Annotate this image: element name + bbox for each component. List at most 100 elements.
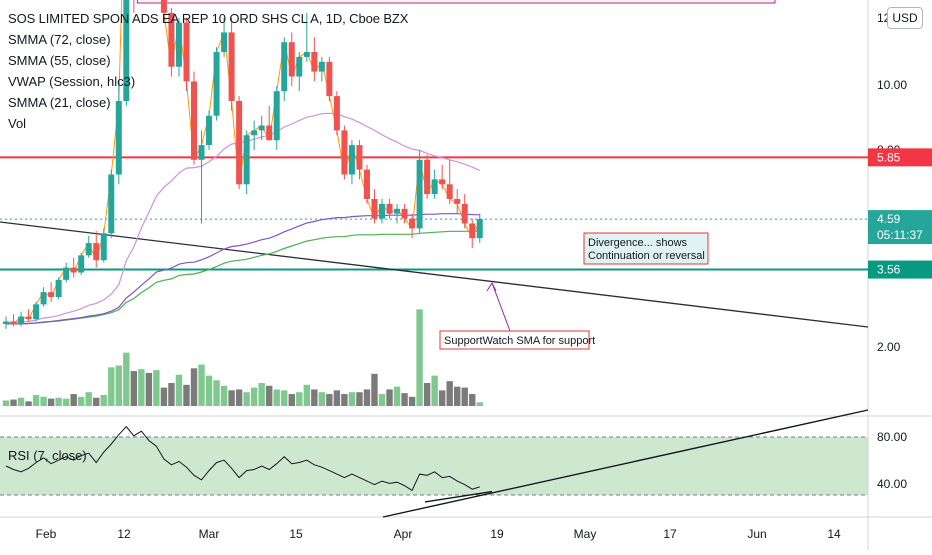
volume-bar	[469, 394, 476, 406]
candle-body	[93, 243, 100, 261]
candle-body	[243, 135, 250, 185]
time-tick-label: May	[574, 527, 597, 541]
volume-bar	[341, 394, 348, 406]
candle-body	[386, 203, 393, 214]
candle-body	[123, 0, 130, 101]
candle-body	[318, 61, 325, 72]
candle-body	[311, 52, 318, 72]
rsi-band	[0, 437, 868, 495]
candle-body	[371, 199, 378, 219]
time-tick-label: Apr	[394, 527, 413, 541]
volume-bar	[100, 394, 107, 406]
candle-body	[100, 233, 107, 261]
volume-bar	[318, 392, 326, 406]
candle-body	[85, 243, 92, 256]
volume-bar	[288, 394, 295, 406]
price-tick-label: 10.00	[877, 78, 907, 92]
volume-bar	[258, 383, 265, 406]
volume-bar	[281, 390, 288, 406]
indicator-volume-label[interactable]: Vol	[8, 116, 27, 131]
candle-body	[191, 81, 197, 160]
candle-body	[439, 179, 446, 185]
volume-bar	[371, 373, 378, 406]
volume-bar	[363, 389, 371, 406]
candle-body	[281, 42, 288, 92]
rsi-line	[5, 425, 480, 492]
divergence-text-line1: Divergence... shows	[588, 237, 688, 249]
candle-body	[409, 218, 416, 229]
candle-body	[55, 279, 62, 297]
candle-body	[469, 223, 476, 239]
volume-bar	[266, 385, 273, 406]
candle-body	[40, 292, 47, 305]
support-price-label-bg	[868, 260, 932, 279]
time-tick-label: 14	[827, 527, 841, 541]
volume-bar	[2, 400, 10, 406]
indicator-vwap-label[interactable]: VWAP (Session, hlc3)	[8, 74, 136, 89]
candle-body	[296, 56, 303, 77]
time-tick-label: 19	[490, 527, 504, 541]
candle-body	[183, 22, 190, 82]
volume-bar	[78, 396, 85, 406]
candle-body	[115, 101, 122, 175]
candle-body	[198, 145, 205, 160]
divergence-box	[583, 232, 709, 265]
ma-line	[6, 213, 480, 325]
candle-body	[476, 219, 483, 239]
volume-bar	[25, 401, 32, 406]
volume-bar	[32, 394, 40, 406]
volume-bar	[423, 383, 431, 406]
time-tick-label: 15	[289, 527, 303, 541]
volume-bar	[115, 365, 122, 406]
candle-body	[341, 130, 348, 175]
resistance-price-label: 5.85	[877, 150, 901, 164]
volume-bar	[160, 387, 168, 406]
currency-button[interactable]: USD	[887, 7, 923, 29]
candle-body	[446, 184, 453, 199]
volume-bar	[205, 375, 213, 406]
chart-legend: SOS LIMITED SPON ADS EA REP 10 ORD SHS C…	[8, 8, 408, 134]
rsi-tick-label: 40.00	[877, 477, 907, 491]
candle-body	[379, 203, 385, 219]
volume-bar	[123, 352, 130, 406]
volume-bar	[228, 390, 235, 406]
volume-bar	[296, 392, 303, 406]
rsi-divergence-line	[424, 490, 493, 503]
candle-body	[258, 125, 265, 131]
rsi-tick-label: 80.00	[877, 430, 907, 444]
candle-body	[454, 199, 461, 204]
candle-body	[160, 0, 167, 13]
volume-bar	[476, 402, 483, 406]
volume-bar	[17, 397, 25, 406]
candle-body	[303, 52, 310, 57]
volume-bar	[213, 380, 220, 406]
indicator-smma72-label[interactable]: SMMA (72, close)	[8, 32, 111, 47]
volume-bar	[273, 389, 280, 406]
candle-body	[108, 174, 115, 234]
volume-bar	[168, 383, 175, 406]
volume-bar	[145, 372, 153, 406]
volume-bar	[416, 309, 423, 406]
descending-trendline	[0, 221, 869, 328]
volume-bar	[356, 392, 363, 406]
candle-body	[33, 304, 40, 320]
support-price-label: 3.56	[877, 263, 901, 277]
volume-bar	[47, 398, 55, 406]
volume-bar	[153, 370, 160, 406]
candle-body	[356, 145, 363, 170]
volume-bar	[386, 389, 393, 406]
support-text: SupportWatch SMA for support	[444, 335, 595, 347]
indicator-smma21-label[interactable]: SMMA (21, close)	[8, 95, 111, 110]
candle-body	[326, 61, 333, 97]
volume-bar	[408, 396, 416, 406]
indicator-smma55-label[interactable]: SMMA (55, close)	[8, 53, 111, 68]
rsi-title[interactable]: RSI (7, close)	[8, 448, 87, 463]
volume-bar	[311, 389, 318, 406]
candle-body	[213, 52, 220, 116]
volume-bar	[235, 389, 243, 406]
gap-zone	[136, 0, 776, 4]
volume-bar	[348, 392, 356, 406]
volume-bar	[130, 371, 138, 406]
